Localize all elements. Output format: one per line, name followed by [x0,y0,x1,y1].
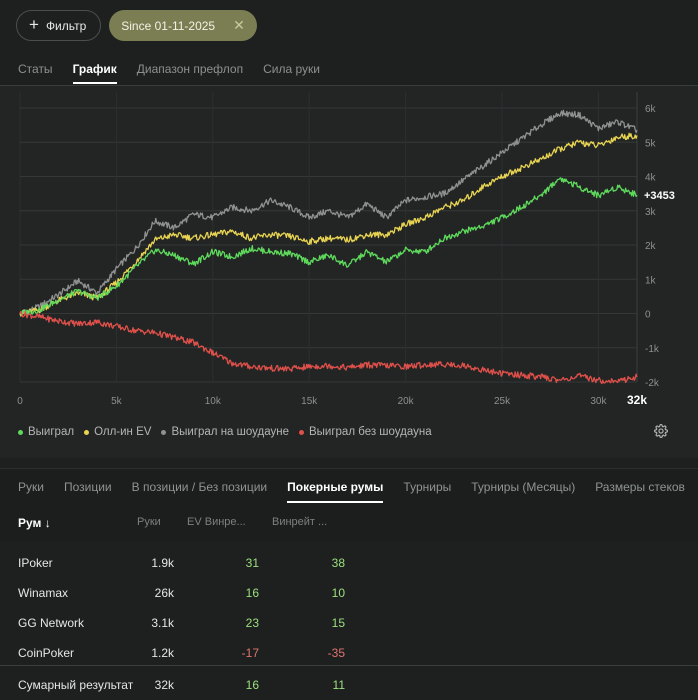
report-tabs: Руки Позиции В позиции / Без позиции Пок… [0,468,698,506]
ev-winrate-value: 16 [245,678,259,692]
add-filter-label: Фильтр [45,18,87,33]
room-name: GG Network [18,616,85,630]
column-header-room[interactable]: Рум ↓ [18,516,51,530]
profit-chart: 6k 5k 4k 3k 2k 1k 0 -1k -2k 0 5k 10k 15k 20k 25k 30k 32k… [17,92,675,407]
tab-stats[interactable]: Статы [18,62,53,76]
close-icon[interactable]: ✕ [233,17,245,33]
table-row[interactable]: IPoker 1.9k 31 38 [0,542,698,572]
tab-hand-strength[interactable]: Сила руки [263,62,320,76]
legend-item-non-showdown[interactable]: Выиграл без шоудауна [298,426,432,438]
table-row[interactable]: CoinPoker 1.2k -17 -35 [0,632,698,662]
series-line-4 [19,310,638,385]
room-name: CoinPoker [18,646,75,660]
tabs-divider [0,85,698,86]
room-name: IPoker [18,556,53,570]
legend-label: Выиграл на шоудауне [171,426,289,438]
total-label: Сумарный результат [18,678,134,692]
column-header-ev-winrate[interactable]: EV Винре... [187,516,246,528]
chart-labels: 6k 5k 4k 3k 2k 1k 0 -1k -2k 0 5k 10k 15k 20k 25k 30k 32k… [17,104,675,407]
y-tick-label: -2k [645,378,660,389]
y-tick-label: 6k [645,104,657,115]
y-tick-label: 2k [645,241,657,252]
x-tick-label: 0 [17,396,23,407]
rooms-table: IPoker 1.9k 31 38 Winamax 26k 16 10 GG N… [0,542,698,694]
winrate-value: -35 [327,646,345,660]
date-filter-chip[interactable]: Since 01-11-2025 ✕ [109,10,257,41]
total-row: Сумарный результат 32k 16 11 [0,664,698,694]
x-tick-label: 15k [301,396,318,407]
chart-legend: Выиграл Олл-ин EV Выиграл на шоудауне Вы… [18,426,432,438]
tab-graph[interactable]: График [72,62,117,84]
winrate-value: 11 [332,678,345,692]
x-tick-label: 25k [494,396,511,407]
ev-winrate-value: 16 [245,586,259,600]
column-header-winrate[interactable]: Винрейт ... [272,516,328,528]
end-value-label: +3453 [644,190,675,202]
x-tick-label: 20k [398,396,415,407]
total-divider [0,665,698,666]
y-tick-label: 1k [645,275,657,286]
legend-label: Выиграл [28,426,75,438]
tab-positions[interactable]: Позиции [63,480,112,494]
ev-winrate-value: 23 [245,616,259,630]
y-tick-label: -1k [645,344,660,355]
filter-bar: + Фильтр Since 01-11-2025 ✕ [16,10,257,42]
series-line-1 [19,109,638,315]
table-row[interactable]: GG Network 3.1k 23 15 [0,602,698,632]
date-filter-label: Since 01-11-2025 [121,18,216,33]
hands-count: 26k [154,586,174,600]
tab-tournaments-months[interactable]: Турниры (Месяцы) [471,480,576,494]
series-line-3 [19,177,638,316]
legend-item-won[interactable]: Выиграл [18,426,74,438]
room-name: Winamax [18,586,69,600]
chart-panel: 6k 5k 4k 3k 2k 1k 0 -1k -2k 0 5k 10k 15k 20k 25k 30k 32k… [0,86,698,458]
ev-winrate-value: -17 [241,646,259,660]
x-end-label: 32k [627,393,647,407]
legend-item-allin-ev[interactable]: Олл-ин EV [84,426,151,438]
winrate-value: 10 [331,586,345,600]
y-tick-label: 4k [645,173,657,184]
tab-in-out-position[interactable]: В позиции / Без позиции [131,480,268,494]
table-row[interactable]: Winamax 26k 16 10 [0,572,698,602]
x-tick-label: 5k [111,396,123,407]
y-tick-label: 3k [645,207,657,218]
x-tick-label: 30k [590,396,607,407]
main-tabs: Статы График Диапазон префлоп Сила руки [18,62,320,84]
hands-count: 1.9k [151,556,174,570]
gear-icon[interactable] [654,424,668,438]
legend-dot [161,429,167,435]
hands-count: 1.2k [151,646,174,660]
add-filter-button[interactable]: + Фильтр [16,10,102,41]
chart-grid [19,92,638,383]
legend-label: Олл-ин EV [94,426,152,438]
legend-dot [18,429,23,435]
tab-poker-rooms[interactable]: Покерные румы [287,480,384,503]
chart-series [19,109,638,385]
legend-dot [298,429,304,435]
series-line-2 [19,132,638,317]
legend-label: Выиграл без шоудауна [308,426,432,438]
winrate-value: 15 [331,616,345,630]
ev-winrate-value: 31 [245,556,259,570]
hands-count: 32k [154,678,174,692]
tab-stack-sizes[interactable]: Размеры стеков [595,480,685,494]
plus-icon: + [29,15,39,34]
tab-preflop-range[interactable]: Диапазон префлоп [136,62,244,76]
hands-count: 3.1k [151,616,174,630]
winrate-value: 38 [331,556,345,570]
y-tick-label: 5k [645,138,657,149]
table-header: Рум ↓ Руки EV Винре... Винрейт ... [0,506,698,542]
y-tick-label: 0 [645,310,651,321]
column-header-hands[interactable]: Руки [137,516,161,528]
x-tick-label: 10k [205,396,222,407]
legend-dot [84,429,90,435]
legend-item-showdown[interactable]: Выиграл на шоудауне [161,426,289,438]
tab-hands[interactable]: Руки [18,480,44,494]
tab-tournaments[interactable]: Турниры [403,480,452,494]
